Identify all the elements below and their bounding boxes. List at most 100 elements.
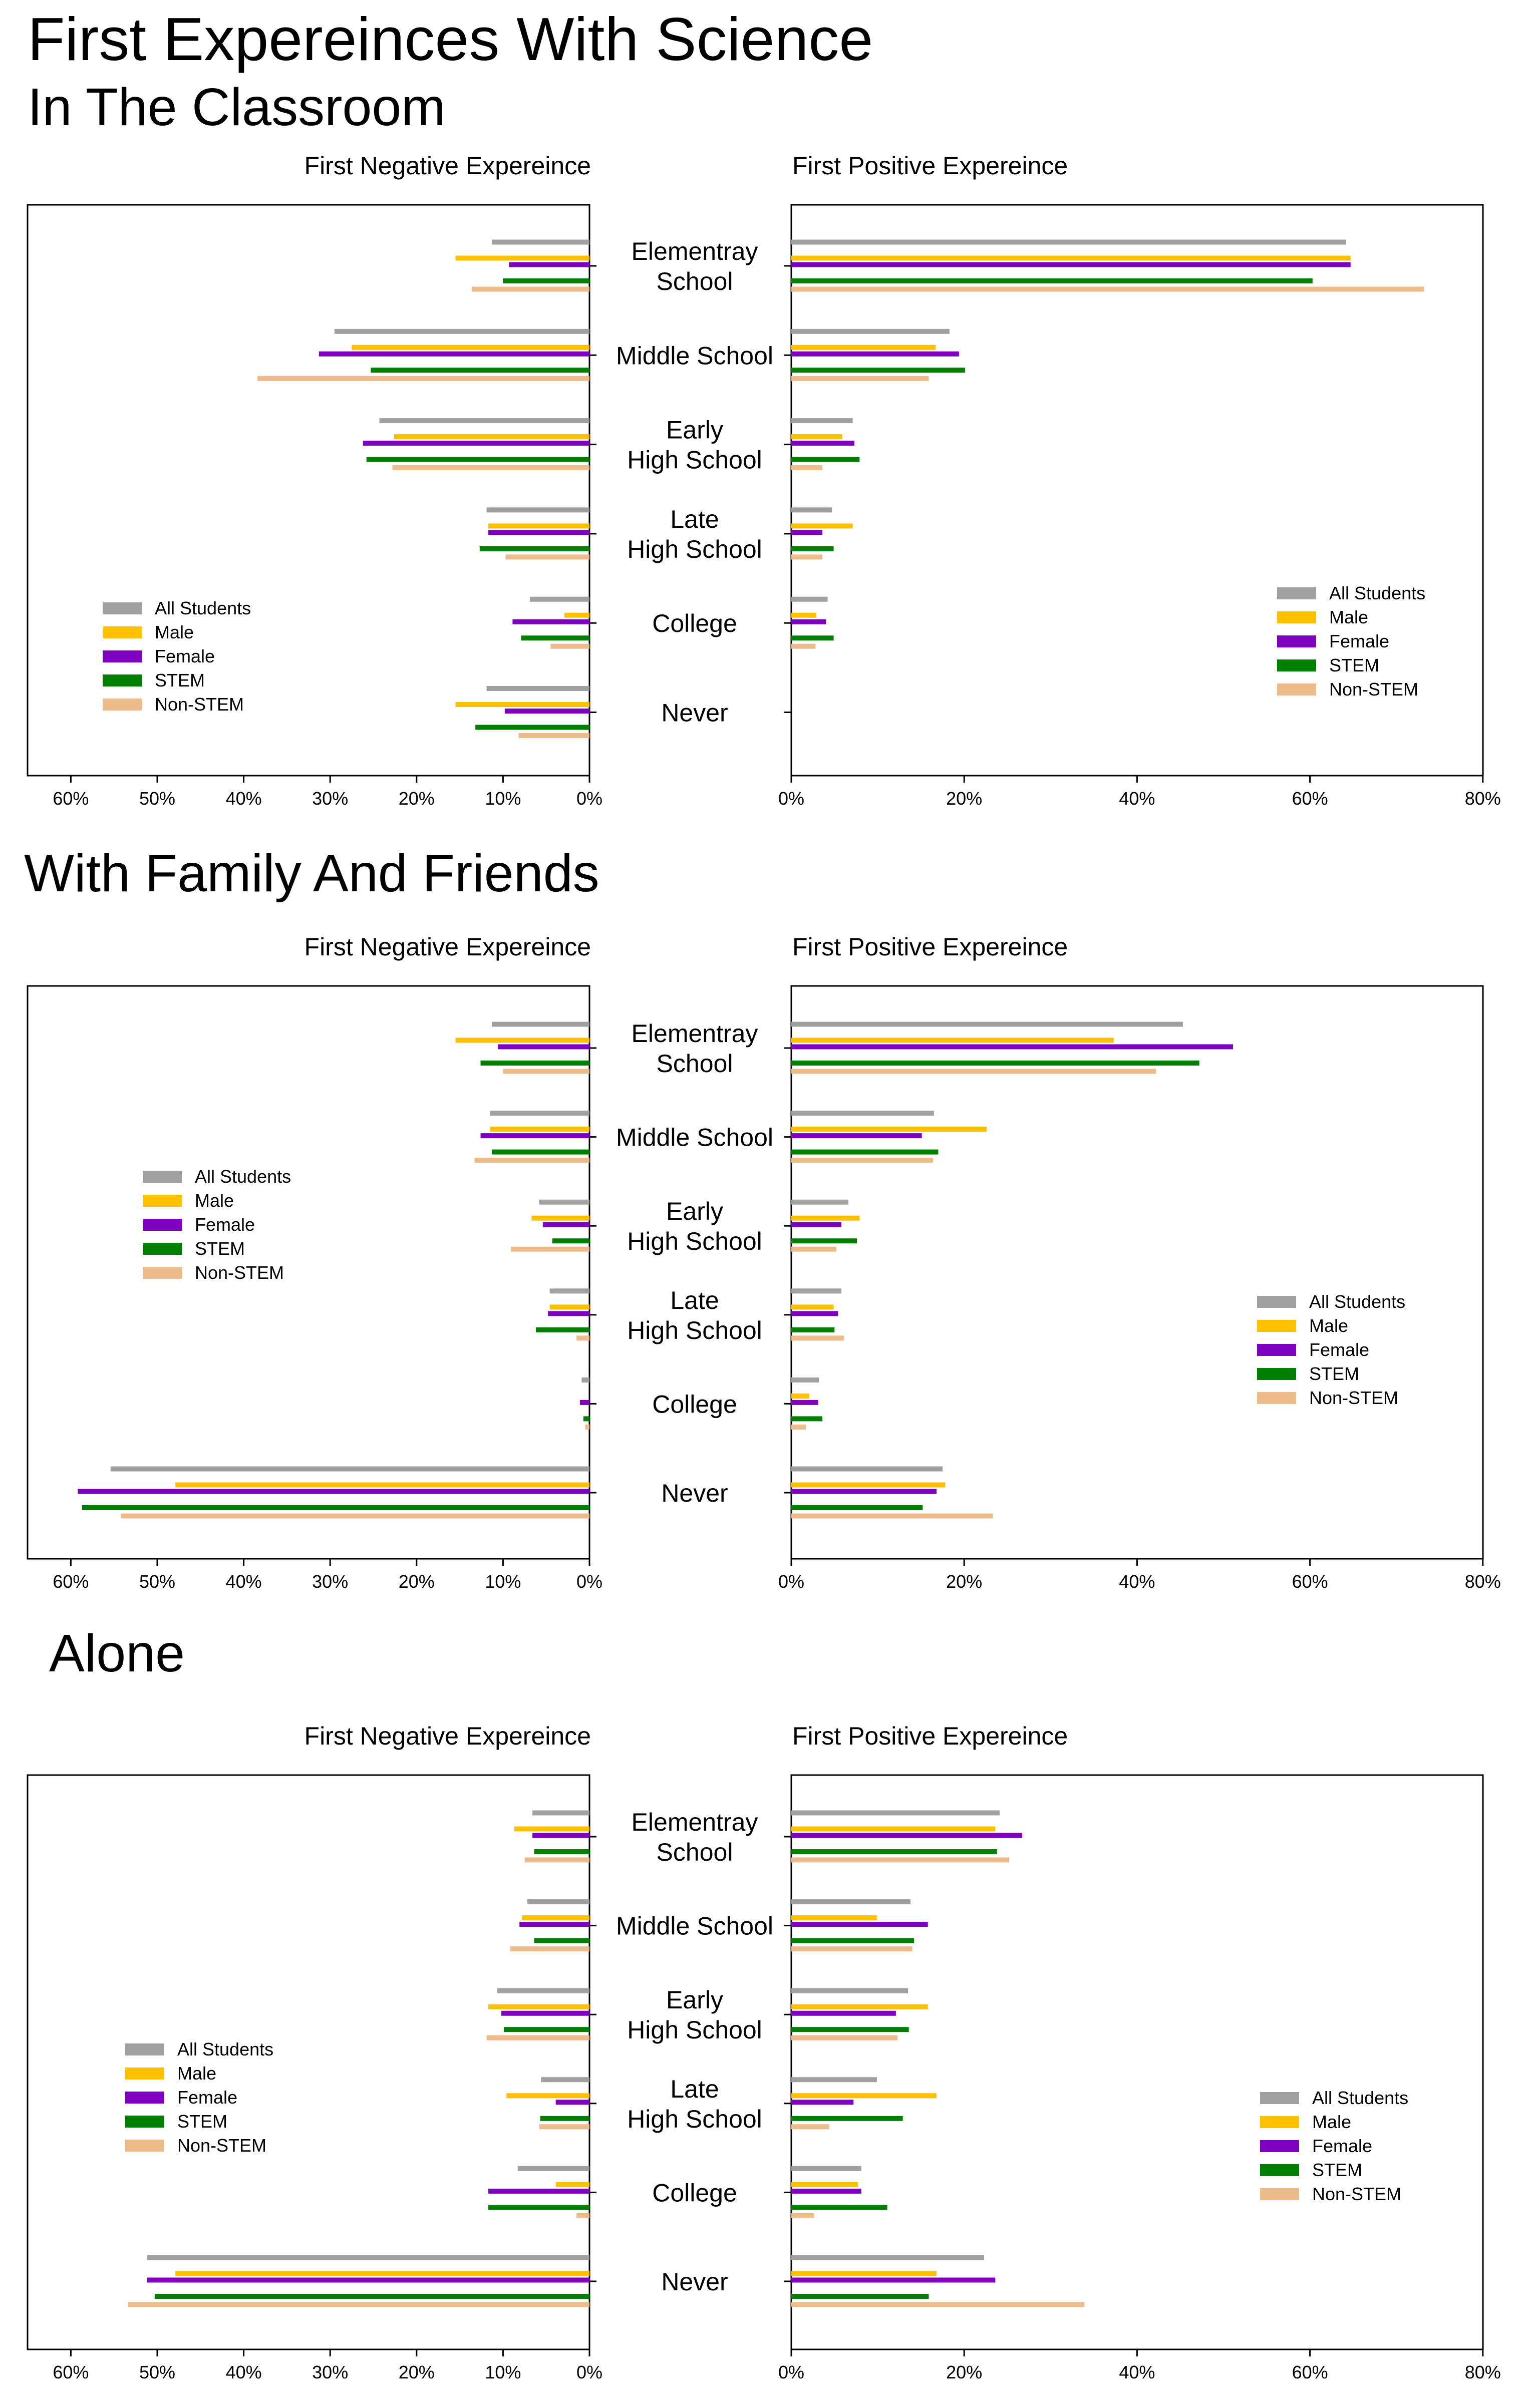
- legend-label: Male: [1309, 1315, 1348, 1336]
- x-tick-label: 40%: [1119, 2362, 1155, 2382]
- category-label: Middle School: [616, 1912, 773, 1940]
- legend-swatch: [103, 674, 142, 686]
- negative-bar: [475, 725, 589, 730]
- legend-label: Non-STEM: [177, 2135, 266, 2156]
- negative-bar: [175, 1482, 590, 1488]
- category-label: Late: [670, 505, 719, 533]
- positive-bar: [791, 546, 834, 551]
- positive-bar: [791, 1466, 943, 1472]
- positive-bar: [791, 530, 823, 535]
- x-tick-label: 0%: [576, 2362, 602, 2382]
- positive-bar: [791, 1222, 842, 1227]
- positive-bar: [791, 1246, 836, 1252]
- legend-negative: All Students Male Female STEM Non-STEM: [125, 2039, 273, 2156]
- positive-bar: [791, 1513, 993, 1519]
- chart-section-1: In The Classroom First Negative Expereinc…: [27, 78, 1501, 809]
- positive-bar: [791, 1311, 838, 1316]
- negative-bar: [147, 2255, 590, 2260]
- positive-bar: [791, 1899, 911, 1905]
- negative-plot-frame: [27, 204, 590, 777]
- positive-bar: [791, 635, 834, 641]
- x-tick-label: 60%: [53, 788, 89, 809]
- positive-bar: [791, 1111, 934, 1116]
- legend-label: STEM: [195, 1238, 245, 1259]
- x-tick-label: 60%: [53, 2362, 89, 2382]
- negative-bar: [78, 1489, 589, 1494]
- legend-swatch: [103, 602, 142, 614]
- negative-panel-title: First Negative Expereince: [304, 152, 591, 180]
- negative-bar: [488, 2205, 589, 2210]
- positive-bar: [791, 1335, 844, 1341]
- positive-bar: [791, 457, 860, 462]
- legend-swatch: [1277, 635, 1316, 647]
- positive-bar: [791, 368, 965, 373]
- x-tick-label: 0%: [576, 788, 602, 809]
- negative-bar: [504, 709, 589, 714]
- x-tick-label: 40%: [226, 2362, 262, 2382]
- negative-bar: [518, 733, 589, 738]
- category-label: Elementray: [632, 237, 758, 265]
- negative-plot-frame: [27, 985, 590, 1560]
- legend-swatch: [1260, 2092, 1299, 2104]
- positive-bar: [791, 1416, 823, 1422]
- negative-bar: [491, 239, 589, 245]
- positive-bar: [791, 1158, 934, 1163]
- legend-swatch: [103, 626, 142, 638]
- negative-bar: [257, 376, 589, 381]
- legend-swatch: [1260, 2116, 1299, 2128]
- x-tick-label: 0%: [778, 788, 804, 809]
- section-title: With Family And Friends: [24, 844, 599, 903]
- positive-bar: [791, 596, 828, 602]
- x-tick-label: 20%: [946, 1571, 982, 1592]
- section-title: Alone: [49, 1624, 185, 1683]
- negative-bar: [532, 1810, 589, 1816]
- x-tick-label: 10%: [485, 1571, 521, 1592]
- negative-bar: [541, 2077, 589, 2083]
- x-tick-label: 20%: [399, 2362, 435, 2382]
- negative-bar: [147, 2277, 590, 2283]
- positive-bar: [791, 1304, 834, 1310]
- negative-bar: [549, 1288, 589, 1294]
- category-label: College: [652, 609, 737, 637]
- negative-bar: [363, 441, 589, 446]
- positive-panel-title: First Positive Expereince: [792, 933, 1068, 961]
- positive-bar: [791, 1393, 810, 1399]
- legend-swatch: [125, 2116, 164, 2128]
- x-tick-label: 40%: [226, 788, 262, 809]
- legend-swatch: [1257, 1320, 1296, 1332]
- negative-bar: [352, 345, 589, 350]
- negative-bar: [455, 702, 589, 707]
- category-label: High School: [627, 535, 762, 563]
- positive-bar: [791, 1424, 806, 1430]
- positive-bar: [791, 376, 929, 381]
- positive-bar: [791, 1482, 946, 1488]
- positive-bar: [791, 434, 842, 440]
- legend-swatch: [143, 1219, 182, 1231]
- negative-bar: [517, 2166, 589, 2171]
- negative-bar: [510, 1246, 589, 1252]
- negative-bar: [524, 1857, 589, 1863]
- category-label: High School: [627, 1316, 762, 1344]
- negative-panel-title: First Negative Expereince: [304, 933, 591, 961]
- positive-bar: [791, 2255, 984, 2260]
- positive-bar: [791, 1988, 908, 1993]
- negative-bar: [486, 686, 589, 691]
- legend-swatch: [143, 1243, 182, 1255]
- negative-bar: [531, 1215, 589, 1221]
- category-label: Early: [666, 1197, 723, 1225]
- x-tick-label: 10%: [485, 788, 521, 809]
- x-tick-label: 80%: [1465, 788, 1501, 809]
- negative-bar: [532, 1833, 589, 1838]
- negative-bar: [527, 1899, 589, 1905]
- positive-bar: [791, 523, 853, 529]
- legend-positive: All Students Male Female STEM Non-STEM: [1277, 583, 1425, 700]
- category-label: Never: [661, 1479, 728, 1507]
- legend-label: STEM: [177, 2111, 227, 2132]
- negative-bar: [529, 596, 589, 602]
- negative-bar: [501, 2010, 589, 2016]
- positive-bar: [791, 1127, 987, 1132]
- positive-bar: [791, 2093, 937, 2099]
- negative-bar: [497, 1988, 589, 1993]
- legend-label: Non-STEM: [1329, 679, 1418, 700]
- positive-bar: [791, 2205, 887, 2210]
